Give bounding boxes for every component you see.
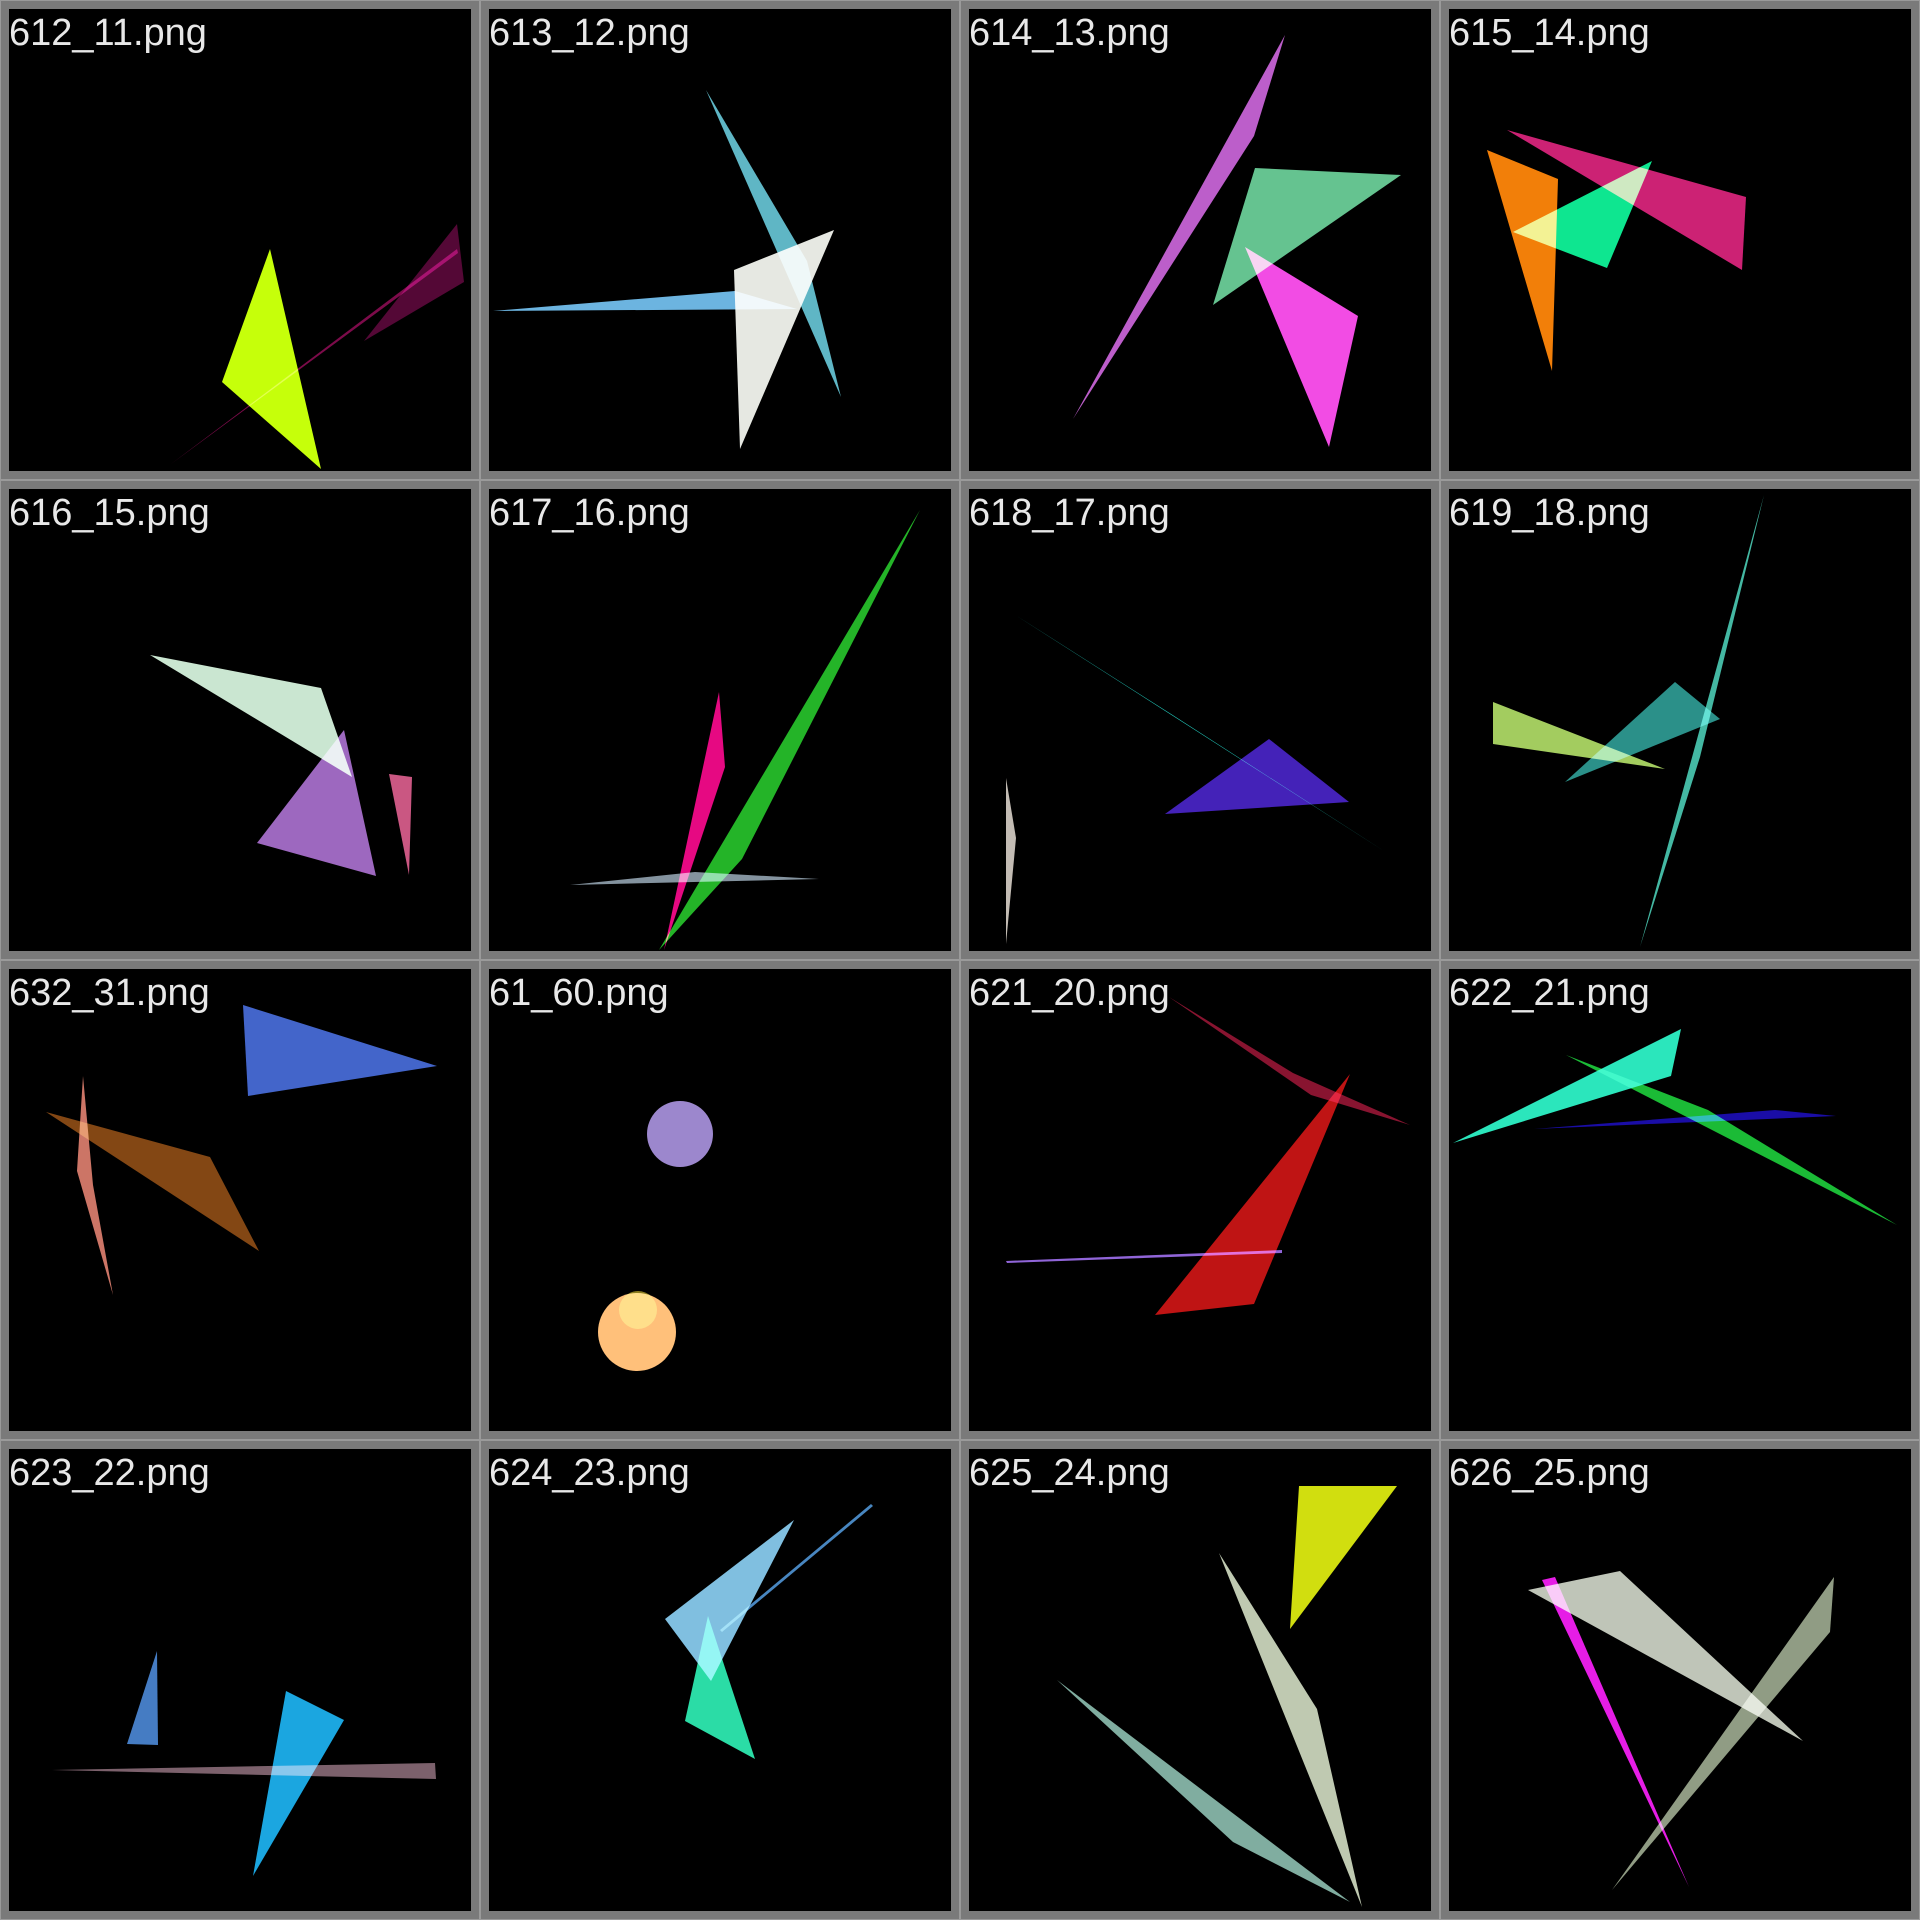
- polygon-shape: [493, 291, 797, 311]
- polygon-shape: [1009, 611, 1384, 851]
- tile-filename: 626_25.png: [1449, 1452, 1650, 1494]
- tile-filename: 624_23.png: [489, 1452, 690, 1494]
- tile-canvas: [1073, 35, 1401, 447]
- polygon-shape: [46, 1112, 259, 1251]
- tile-canvas: [1528, 1571, 1834, 1890]
- tile-filename: 61_60.png: [489, 972, 669, 1014]
- polygon-shape: [1006, 778, 1016, 944]
- polygon-shape: [1155, 1074, 1350, 1315]
- tile-canvas: [598, 1101, 713, 1371]
- polygon-shape: [720, 1504, 873, 1632]
- polygon-shape: [257, 730, 376, 876]
- polygon-shape: [1006, 1250, 1282, 1263]
- tile-canvas: [52, 1651, 436, 1876]
- tile-filename: 622_21.png: [1449, 972, 1650, 1014]
- polygon-shape: [1169, 997, 1410, 1125]
- image-tile[interactable]: 623_22.png: [0, 1440, 480, 1920]
- polygon-shape: [706, 90, 841, 397]
- polygon-shape: [1542, 1577, 1689, 1887]
- polygon-shape: [253, 1691, 344, 1876]
- polygon-shape: [665, 1520, 794, 1681]
- polygon-shape: [659, 510, 920, 950]
- polygon-shape: [1245, 247, 1358, 447]
- tile-filename: 615_14.png: [1449, 12, 1650, 54]
- polygon-shape: [1513, 161, 1652, 268]
- image-tile[interactable]: 632_31.png: [0, 960, 480, 1440]
- tile-canvas: [570, 510, 920, 950]
- tile-filename: 619_18.png: [1449, 492, 1650, 534]
- polygon-shape: [1534, 1110, 1836, 1129]
- tile-canvas: [1057, 1486, 1397, 1907]
- polygon-shape: [1057, 1680, 1350, 1902]
- tile-filename: 632_31.png: [9, 972, 210, 1014]
- tile-canvas: [1487, 130, 1746, 371]
- polygon-shape: [222, 249, 321, 469]
- tile-canvas: [171, 224, 464, 469]
- tile-filename: 614_13.png: [969, 12, 1170, 54]
- image-tile[interactable]: 613_12.png: [480, 0, 960, 480]
- polygon-shape: [150, 655, 352, 777]
- tile-canvas: [1493, 495, 1764, 947]
- image-tile[interactable]: 619_18.png: [1440, 480, 1920, 960]
- tile-filename: 621_20.png: [969, 972, 1170, 1014]
- circle-shape: [619, 1291, 657, 1329]
- polygon-shape: [1219, 1553, 1362, 1907]
- polygon-shape: [127, 1651, 158, 1745]
- image-tile[interactable]: 617_16.png: [480, 480, 960, 960]
- image-tile[interactable]: 625_24.png: [960, 1440, 1440, 1920]
- polygon-shape: [1528, 1571, 1803, 1741]
- image-tile[interactable]: 621_20.png: [960, 960, 1440, 1440]
- tile-filename: 617_16.png: [489, 492, 690, 534]
- polygon-shape: [1487, 150, 1558, 371]
- polygon-shape: [1453, 1029, 1681, 1143]
- image-tile[interactable]: 626_25.png: [1440, 1440, 1920, 1920]
- tile-filename: 625_24.png: [969, 1452, 1170, 1494]
- image-tile[interactable]: 618_17.png: [960, 480, 1440, 960]
- tile-canvas: [665, 1504, 873, 1759]
- polygon-shape: [1565, 682, 1720, 782]
- tile-canvas: [1006, 611, 1384, 944]
- polygon-shape: [52, 1763, 436, 1779]
- image-tile[interactable]: 616_15.png: [0, 480, 480, 960]
- image-tile[interactable]: 614_13.png: [960, 0, 1440, 480]
- polygon-shape: [685, 1616, 755, 1759]
- polygon-shape: [389, 774, 412, 875]
- polygon-shape: [1640, 495, 1764, 947]
- tile-canvas: [46, 1005, 437, 1295]
- polygon-shape: [1073, 35, 1285, 419]
- tile-filename: 612_11.png: [9, 12, 207, 54]
- polygon-shape: [1213, 168, 1401, 305]
- polygon-shape: [570, 872, 819, 885]
- circle-shape: [647, 1101, 713, 1167]
- polygon-shape: [171, 249, 458, 464]
- image-tile[interactable]: 624_23.png: [480, 1440, 960, 1920]
- tile-filename: 623_22.png: [9, 1452, 210, 1494]
- tile-filename: 616_15.png: [9, 492, 210, 534]
- image-tile[interactable]: 612_11.png: [0, 0, 480, 480]
- tile-canvas: [493, 90, 841, 449]
- polygon-shape: [1612, 1577, 1834, 1890]
- polygon-shape: [1290, 1486, 1397, 1629]
- polygon-shape: [734, 230, 834, 449]
- polygon-shape: [664, 692, 725, 950]
- image-tile[interactable]: 622_21.png: [1440, 960, 1920, 1440]
- polygon-shape: [1566, 1055, 1897, 1225]
- tile-canvas: [1006, 997, 1410, 1315]
- tile-filename: 613_12.png: [489, 12, 690, 54]
- tile-canvas: [150, 655, 412, 876]
- polygon-shape: [243, 1005, 437, 1096]
- polygon-shape: [77, 1076, 113, 1295]
- image-tile[interactable]: 615_14.png: [1440, 0, 1920, 480]
- image-tile[interactable]: 61_60.png: [480, 960, 960, 1440]
- tile-filename: 618_17.png: [969, 492, 1170, 534]
- polygon-shape: [1165, 739, 1349, 814]
- tile-canvas: [1453, 1029, 1897, 1225]
